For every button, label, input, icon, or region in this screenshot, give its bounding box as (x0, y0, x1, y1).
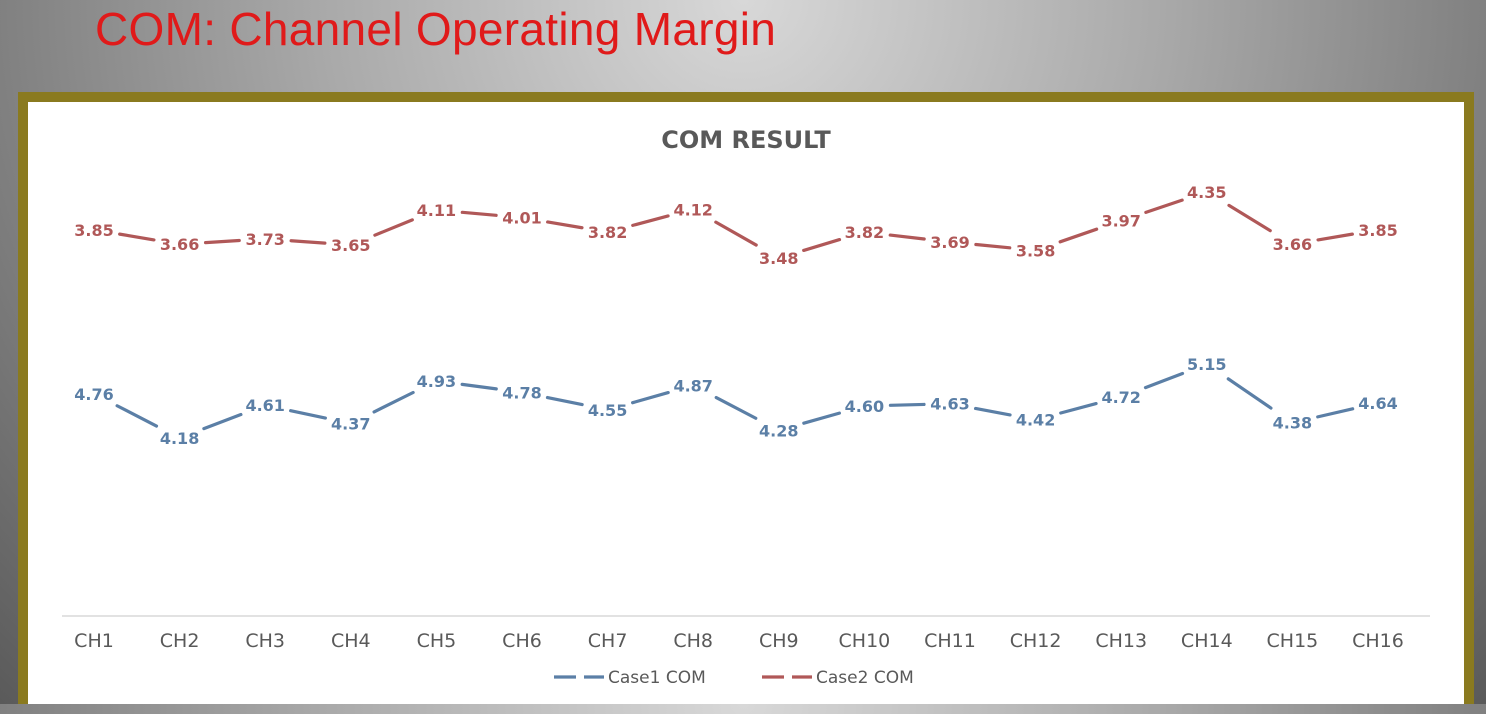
x-tick-label: CH2 (160, 630, 200, 652)
slide-title: COM: Channel Operating Margin (95, 3, 777, 55)
case1-line-segment (545, 395, 584, 407)
case2-data-label: 4.11 (417, 201, 456, 220)
x-tick-label: CH14 (1181, 630, 1233, 652)
case2-line-segment (802, 237, 842, 253)
case1-line-segment (460, 382, 498, 391)
case1-line-segment (372, 390, 415, 414)
x-tick-label: CH4 (331, 630, 371, 652)
case2-line-segment (203, 238, 241, 245)
case2-line-segment (714, 220, 758, 247)
chart-title: COM RESULT (661, 126, 831, 154)
case2-line-segment (460, 210, 498, 217)
case2-line-segment (1316, 232, 1354, 242)
case2-line-segment (373, 218, 414, 237)
x-tick-label: CH11 (924, 630, 976, 652)
case1-data-label: 4.72 (1101, 388, 1140, 407)
x-tick-label: CH5 (417, 630, 457, 652)
case2-data-label: 3.85 (74, 221, 113, 240)
x-tick-label: CH1 (74, 630, 114, 652)
x-tick-label: CH6 (502, 630, 542, 652)
case2-line-segment (1227, 203, 1272, 233)
case1-line-segment (973, 406, 1012, 417)
case2-data-label: 3.82 (845, 223, 884, 242)
x-tick-label: CH12 (1010, 630, 1062, 652)
case1-line-segment (631, 390, 670, 405)
case1-line-segment (888, 402, 926, 407)
case1-line-segment (202, 412, 243, 431)
case1-line-segment (1143, 371, 1185, 390)
case1-data-label: 4.60 (845, 397, 884, 416)
case2-line-segment (289, 239, 327, 245)
x-tick-label: CH16 (1352, 630, 1404, 652)
case2-data-label: 3.73 (245, 230, 284, 249)
case2-data-label: 3.85 (1358, 221, 1397, 240)
case1-data-label: 4.38 (1273, 414, 1312, 433)
case1-data-label: 4.93 (417, 372, 456, 391)
case1-line-segment (289, 409, 327, 420)
case1-line-segment (1226, 377, 1273, 410)
case2-line-segment (1144, 198, 1184, 214)
case2-data-label: 3.97 (1101, 212, 1140, 231)
case1-line-segment (115, 404, 159, 428)
case2-data-label: 4.01 (502, 209, 541, 228)
case2-data-label: 3.69 (930, 233, 969, 252)
case1-legend-label: Case1 COM (608, 668, 706, 688)
case2-line-segment (1058, 227, 1099, 244)
case2-data-label: 4.12 (673, 200, 712, 219)
case1-data-label: 4.61 (245, 396, 284, 415)
case1-data-label: 4.28 (759, 421, 798, 440)
case1-line-segment (1316, 407, 1355, 419)
case2-legend-label: Case2 COM (816, 668, 914, 688)
case2-data-label: 4.35 (1187, 183, 1226, 202)
case2-data-label: 3.66 (1273, 235, 1312, 254)
x-tick-label: CH8 (673, 630, 713, 652)
data-labels-layer: 4.76 4.18 4.61 4.37 4.93 4.78 4.55 4.87 4.28 4.60… (74, 183, 1397, 448)
legend: Case1 COM Case2 COM (554, 668, 914, 688)
case1-data-label: 4.78 (502, 383, 541, 402)
case2-line-segment (888, 233, 926, 241)
x-tick-label: CH13 (1095, 630, 1147, 652)
case1-line-segment (714, 395, 758, 420)
case2-data-label: 3.65 (331, 236, 370, 255)
x-tick-label: CH7 (588, 630, 628, 652)
case1-data-label: 4.63 (930, 395, 969, 414)
case2-line-segment (974, 242, 1012, 250)
case2-line-segment (631, 214, 670, 227)
case1-data-label: 4.37 (331, 414, 370, 433)
case2-data-label: 3.66 (160, 235, 199, 254)
case2-data-label: 3.82 (588, 223, 627, 242)
case1-data-label: 4.76 (74, 385, 113, 404)
case1-data-label: 4.42 (1016, 411, 1055, 430)
case1-data-label: 4.18 (160, 429, 199, 448)
case1-data-label: 4.55 (588, 401, 627, 420)
case2-line-segment (546, 220, 584, 230)
series-layer (115, 198, 1355, 431)
case1-data-label: 5.15 (1187, 355, 1226, 374)
case2-line-segment (118, 232, 156, 242)
x-tick-label: CH10 (839, 630, 891, 652)
line-chart: COM RESULT 4.764.184.614.374.934.784.554… (62, 126, 1430, 688)
case2-data-label: 3.48 (759, 249, 798, 268)
case2-data-label: 3.58 (1016, 241, 1055, 260)
x-tick-label: CH3 (245, 630, 285, 652)
case1-line-segment (1059, 401, 1098, 415)
chart-frame: COM RESULT 4.76 4.18 4.61 4.37 4.93 4.78 4.55 4… (18, 92, 1474, 704)
x-tick-label: CH15 (1267, 630, 1319, 652)
x-tick-label: CH9 (759, 630, 799, 652)
case1-line-segment (802, 411, 841, 425)
case1-data-label: 4.64 (1358, 394, 1397, 413)
x-tick-labels: CH1 CH2 CH3 CH4 CH5 CH6 CH7 CH8 CH9 CH10 CH11 CH12 C… (74, 630, 1404, 652)
case1-data-label: 4.87 (673, 376, 712, 395)
